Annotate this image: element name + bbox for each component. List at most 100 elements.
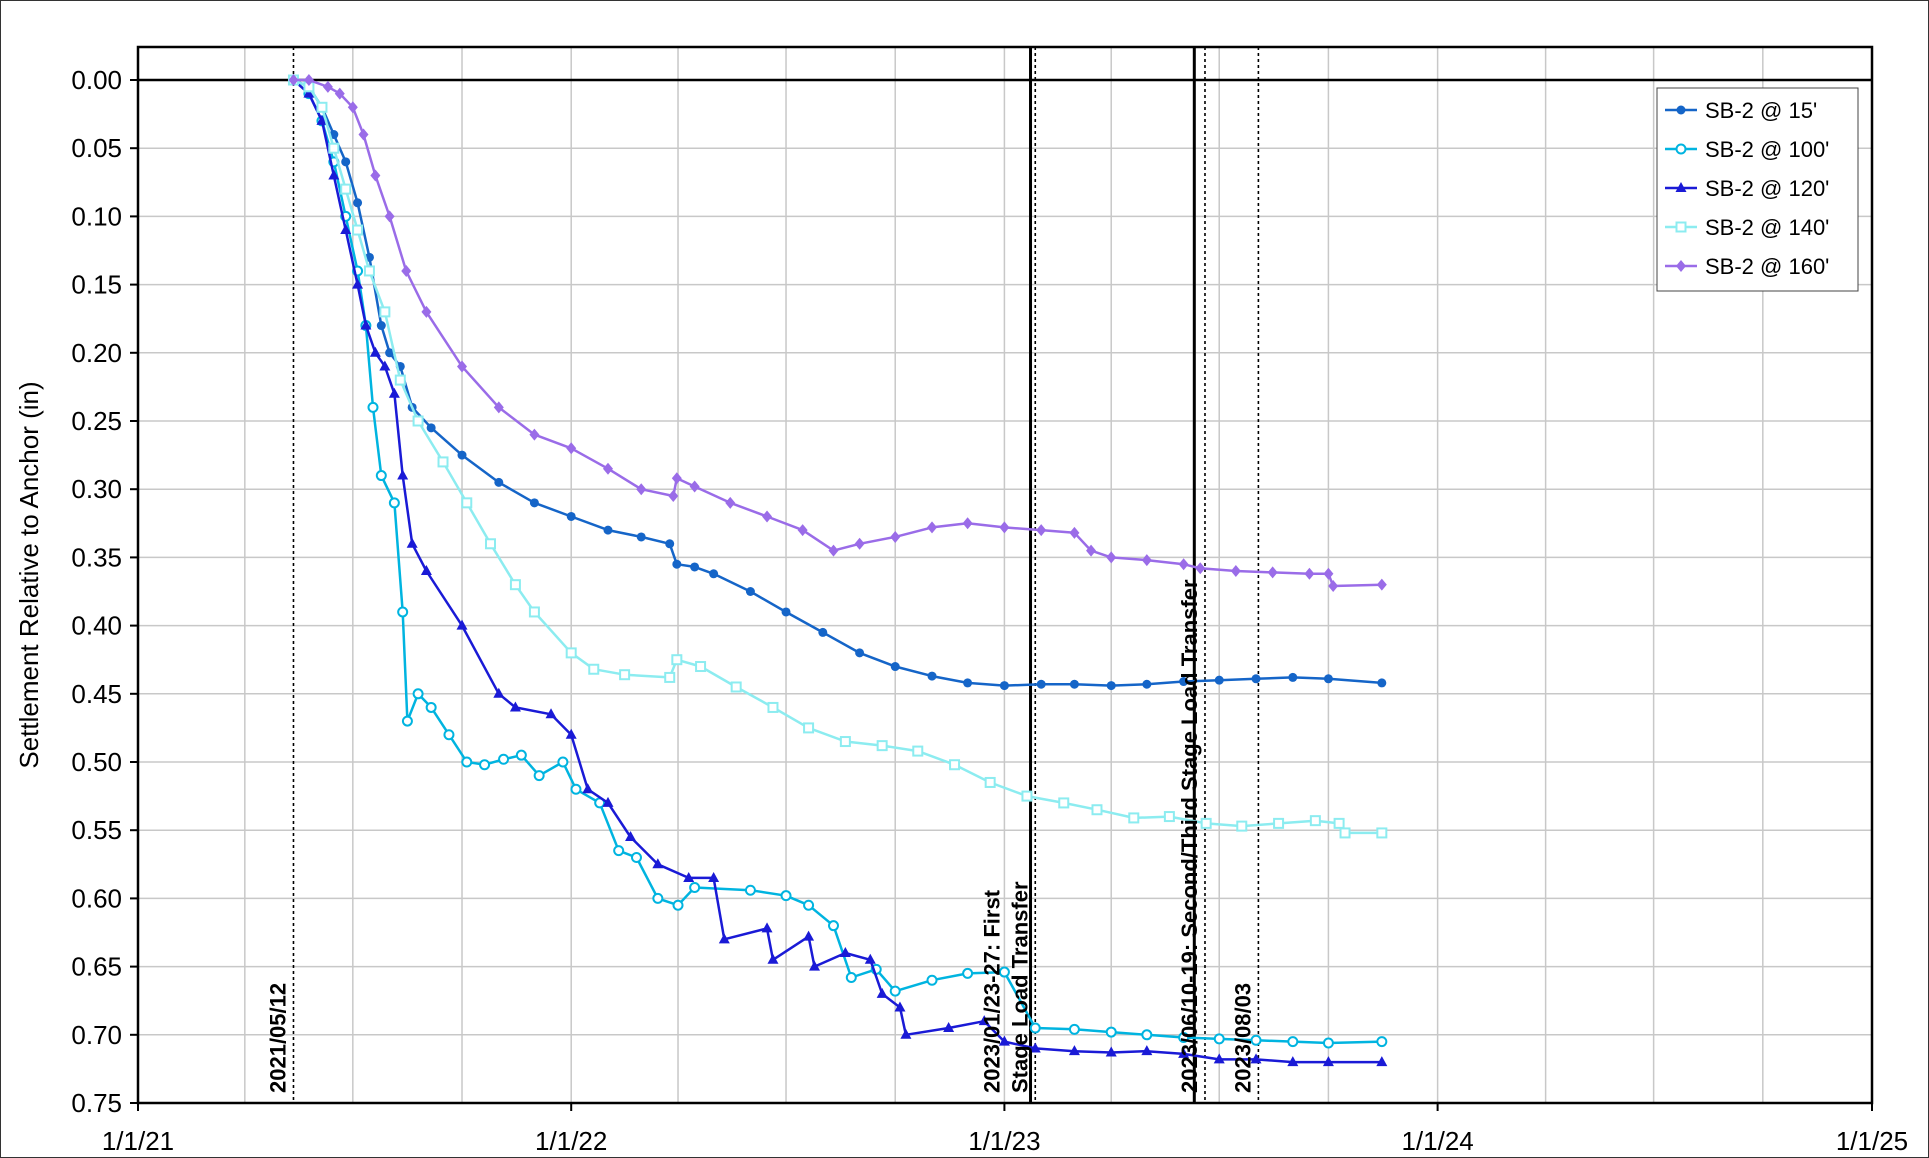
series-group (288, 75, 1387, 691)
data-point (484, 538, 496, 550)
data-point (1086, 544, 1097, 557)
data-point (566, 511, 576, 521)
data-point (426, 423, 436, 433)
data-point (420, 565, 432, 576)
data-point (1377, 678, 1387, 688)
data-point (709, 569, 719, 579)
data-point (999, 681, 1009, 691)
legend-label: SB-2 @ 160' (1705, 254, 1829, 279)
data-point (839, 946, 851, 957)
data-point (912, 745, 924, 757)
legend-label: SB-2 @ 140' (1705, 215, 1829, 240)
data-point (367, 401, 379, 413)
series-group (287, 74, 1388, 839)
data-point (636, 483, 647, 496)
data-point (652, 892, 664, 904)
data-point (1058, 797, 1070, 809)
data-point (689, 480, 700, 493)
data-point (963, 678, 973, 688)
x-axis-ticks: 1/1/21 1/1/22 1/1/23 1/1/24 1/1/25 (102, 1103, 1908, 1156)
data-point (894, 1001, 906, 1012)
data-point (388, 497, 400, 509)
data-point (1675, 221, 1687, 233)
data-point (1069, 679, 1079, 689)
data-point (352, 278, 364, 289)
data-point (582, 783, 594, 794)
data-point (1267, 566, 1278, 579)
data-point (509, 701, 521, 712)
data-point (943, 1021, 955, 1032)
data-point (528, 606, 540, 618)
data-point (1068, 1045, 1080, 1056)
data-point (1322, 1037, 1334, 1049)
data-point (588, 663, 600, 675)
data-point (557, 756, 569, 768)
data-point (998, 966, 1010, 978)
data-point (708, 871, 720, 882)
data-point (456, 619, 468, 630)
data-point (1036, 679, 1046, 689)
y-tick-label: 0.15 (71, 270, 122, 300)
annotation-label: 2023/08/03 (1230, 983, 1255, 1093)
data-point (900, 1028, 912, 1039)
data-point (781, 607, 791, 617)
data-point (565, 728, 577, 739)
data-point (725, 496, 736, 509)
annotation-label: Stage Load Transfer (1007, 881, 1032, 1093)
data-point (803, 930, 815, 941)
data-point (385, 348, 395, 358)
data-point (1250, 1034, 1262, 1046)
data-point (619, 669, 631, 681)
y-tick-label: 0.75 (71, 1088, 122, 1118)
data-point (397, 469, 409, 480)
data-point (515, 749, 527, 761)
data-point (1323, 674, 1333, 684)
y-tick-label: 0.00 (71, 65, 122, 95)
x-tick-label: 1/1/23 (968, 1126, 1040, 1156)
data-point (876, 740, 888, 752)
data-point (630, 851, 642, 863)
x-tick-label: 1/1/22 (535, 1126, 607, 1156)
data-point (394, 374, 406, 386)
data-point (1200, 817, 1212, 829)
data-point (316, 114, 328, 125)
data-point (744, 884, 756, 896)
data-point (625, 831, 637, 842)
data-point (388, 387, 400, 398)
data-point (379, 306, 391, 318)
data-point (803, 899, 815, 911)
data-point (570, 783, 582, 795)
data-point (461, 497, 473, 509)
data-point (876, 987, 888, 998)
y-tick-label: 0.10 (71, 201, 122, 231)
y-tick-label: 0.30 (71, 474, 122, 504)
x-tick-label: 1/1/25 (1836, 1126, 1908, 1156)
data-point (412, 688, 424, 700)
data-point (1676, 260, 1686, 272)
data-point (406, 537, 418, 548)
data-point (288, 74, 299, 86)
data-point (1091, 804, 1103, 816)
data-point (1214, 675, 1224, 685)
data-point (1036, 524, 1047, 537)
data-point (353, 198, 363, 208)
data-point (1236, 820, 1248, 832)
annotation-label: 2023/01/23-27: First (979, 889, 1004, 1093)
data-point (949, 759, 961, 771)
data-point (828, 544, 839, 557)
data-point (1141, 554, 1152, 567)
legend-label: SB-2 @ 120' (1705, 176, 1829, 201)
data-point (1178, 1047, 1190, 1058)
data-point (328, 142, 340, 154)
y-tick-label: 0.50 (71, 747, 122, 777)
data-point (818, 627, 828, 637)
data-point (352, 224, 364, 236)
data-point (457, 360, 468, 373)
data-point (1141, 1045, 1153, 1056)
data-point (998, 1035, 1010, 1046)
data-point (1141, 1029, 1153, 1041)
legend: SB-2 @ 15' SB-2 @ 100' SB-2 @ 120' SB-2 @ 1… (1656, 87, 1859, 292)
data-point (1029, 1042, 1041, 1053)
data-point (1376, 1036, 1388, 1048)
data-point (461, 756, 473, 768)
